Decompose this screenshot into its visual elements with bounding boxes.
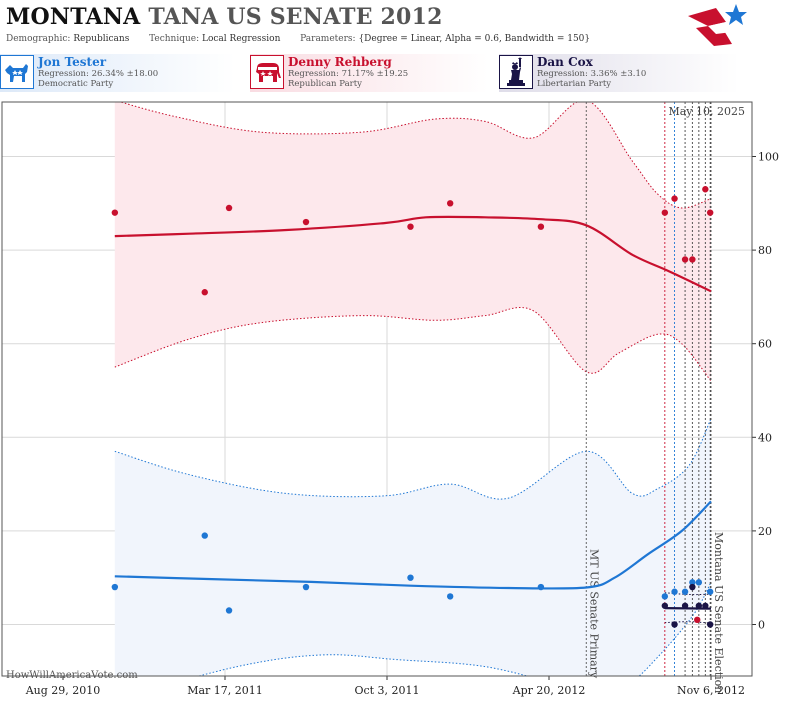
poll-point: [681, 256, 689, 263]
x-tick-label: Apr 20, 2012: [512, 684, 586, 697]
page-title: MONTANA TANA US SENATE 2012: [6, 4, 443, 30]
candidate-name: Denny Rehberg: [288, 55, 392, 69]
title-state: MONTANA: [6, 4, 141, 30]
confidence-band-denny-rehberg: [114, 102, 711, 382]
x-tick-label: Mar 17, 2011: [187, 684, 263, 697]
poll-point: [201, 289, 208, 296]
poll-point: [302, 583, 310, 591]
poll-point: [225, 607, 233, 614]
x-tick-label: Nov 6, 2012: [677, 684, 745, 697]
upper-bound-line: [114, 418, 712, 500]
plot-frame: [1, 101, 753, 677]
regression-chart: MT US Senate Primary Montana US Senate El…: [1, 101, 779, 697]
event-lines: MT US Senate Primary Montana US Senate El…: [585, 102, 725, 693]
poll-point: [671, 195, 678, 202]
trend-lines: [114, 215, 712, 610]
elephant-icon: [250, 55, 284, 89]
poll-point: [201, 532, 208, 539]
y-tick-label: 80: [758, 244, 772, 257]
poll-point: [706, 621, 714, 628]
title-race: TANA US SENATE 2012: [148, 4, 443, 30]
poll-point: [694, 616, 701, 624]
candidate-denny-rehberg: Denny Rehberg Regression: 71.17% ±19.25 …: [250, 54, 488, 92]
lower-bound-line: [114, 307, 712, 382]
y-tick-label: 100: [758, 151, 779, 164]
poll-point: [537, 583, 545, 591]
x-tick-label: Aug 29, 2010: [25, 684, 101, 697]
poll-point: [681, 588, 689, 595]
poll-point: [702, 186, 709, 193]
y-tick-label: 20: [758, 525, 772, 538]
poll-point: [302, 218, 310, 226]
howwillamericavote-flag-star-icon: [688, 4, 747, 46]
axes: Aug 29, 2010 Mar 17, 2011 Oct 3, 2011 Apr 2…: [1, 101, 779, 697]
parameters-line: Demographic: Republicans Technique: Loca…: [6, 34, 590, 44]
poll-point: [702, 602, 709, 609]
watermark: HowWillAmericaVote.com: [6, 670, 138, 681]
candidate-dan-cox: Dan Cox Regression: 3.36% ±3.10 Libertar…: [499, 54, 739, 92]
poll-point: [681, 602, 689, 609]
lower-bound-line: [197, 582, 712, 676]
poll-point: [407, 223, 414, 230]
poll-point: [689, 583, 696, 591]
statue-of-liberty-icon: [499, 55, 533, 89]
chart-header: MONTANA TANA US SENATE 2012 Demographic:…: [0, 0, 789, 54]
poll-point: [671, 588, 678, 595]
candidate-regression: Regression: 71.17% ±19.25: [288, 69, 409, 79]
candidate-regression: Regression: 3.36% ±3.10: [537, 69, 647, 79]
candidate-party: Libertarian Party: [537, 79, 612, 89]
event-label: MT US Senate Primary: [587, 549, 600, 679]
poll-point: [695, 579, 703, 586]
confidence-band-jon-tester: [114, 418, 711, 676]
trend-line-denny-rehberg: [114, 215, 712, 293]
poll-point: [225, 204, 233, 212]
poll-point: [706, 588, 714, 595]
x-tick-label: Oct 3, 2011: [354, 684, 419, 697]
poll-point: [661, 593, 669, 600]
candidate-regression: Regression: 26.34% ±18.00: [38, 69, 159, 79]
technique-value: Local Regression: [202, 34, 281, 44]
poll-point: [661, 209, 669, 216]
candidate-party: Republican Party: [288, 79, 362, 89]
trend-line-jon-tester: [114, 500, 712, 590]
poll-point: [706, 209, 714, 216]
poll-point: [407, 574, 414, 581]
technique-label: Technique:: [149, 34, 200, 44]
poll-point: [111, 583, 119, 591]
poll-point: [689, 579, 696, 586]
candidate-name: Dan Cox: [537, 55, 593, 69]
poll-point: [111, 209, 119, 216]
y-tick-label: 60: [758, 338, 772, 351]
event-label: Montana US Senate Election: [712, 532, 725, 693]
candidate-name: Jon Tester: [38, 55, 107, 69]
poll-point: [689, 256, 696, 263]
confidence-bands: [114, 102, 712, 676]
poll-points: [111, 186, 714, 628]
demographic-label: Demographic:: [6, 34, 71, 44]
poll-point: [661, 602, 669, 609]
upper-bound-line: [118, 102, 712, 209]
parameters-value: {Degree = Linear, Alpha = 0.6, Bandwidth…: [358, 34, 591, 44]
candidate-party: Democratic Party: [38, 79, 114, 89]
poll-point: [446, 593, 454, 600]
poll-point: [537, 223, 545, 230]
y-tick-label: 40: [758, 431, 772, 444]
current-date-label: May 10, 2025: [668, 105, 745, 118]
parameters-label: Parameters:: [300, 34, 356, 44]
poll-point: [671, 621, 678, 628]
donkey-icon: [0, 55, 34, 89]
y-tick-label: 0: [758, 619, 765, 632]
trend-line-dan-cox: [664, 607, 712, 610]
poll-point: [446, 200, 454, 207]
poll-point: [695, 602, 703, 609]
candidate-jon-tester: Jon Tester Regression: 26.34% ±18.00 Dem…: [0, 54, 235, 92]
demographic-value: Republicans: [73, 34, 130, 44]
